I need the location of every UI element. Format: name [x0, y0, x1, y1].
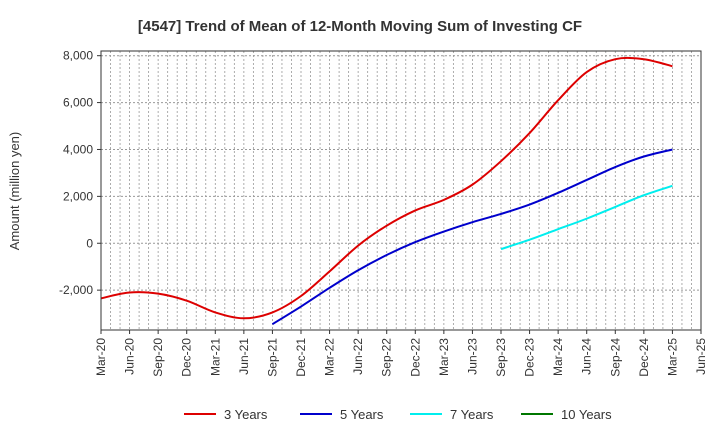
- x-tick-label: Sep-22: [380, 338, 394, 377]
- x-tick-label: Mar-20: [94, 338, 108, 376]
- x-tick-label: Dec-23: [523, 338, 537, 377]
- x-tick-label: Jun-20: [123, 338, 137, 375]
- x-tick-label: Sep-23: [494, 338, 508, 377]
- x-tick-label: Mar-21: [208, 338, 222, 376]
- x-tick-label: Sep-21: [265, 338, 279, 377]
- legend-label-5-years: 5 Years: [340, 407, 384, 422]
- x-axis-ticks: Mar-20 Jun-20 Sep-20 Dec-20 Mar-21 Jun-21 Sep-…: [94, 330, 708, 377]
- y-tick-label: 8,000: [63, 49, 93, 63]
- x-tick-label: Mar-23: [437, 338, 451, 376]
- legend-label-10-years: 10 Years: [561, 407, 612, 422]
- series-line-5-years: [271, 148, 673, 325]
- x-tick-label: Jun-25: [694, 338, 708, 375]
- y-tick-label: 6,000: [63, 96, 93, 110]
- y-axis-ticks: -2,000 0 2,000 4,000 6,000 8,000: [59, 49, 101, 297]
- x-tick-label: Dec-24: [637, 338, 651, 377]
- y-tick-label: 0: [86, 236, 93, 250]
- x-tick-label: Sep-24: [608, 338, 622, 377]
- series-lines: [100, 56, 673, 325]
- x-tick-label: Jun-24: [580, 338, 594, 375]
- x-tick-label: Mar-22: [323, 338, 337, 376]
- series-line-3-years: [100, 56, 673, 320]
- legend-label-3-years: 3 Years: [224, 407, 268, 422]
- series-line-7-years: [500, 184, 673, 251]
- y-tick-label: 2,000: [63, 189, 93, 203]
- grid: [101, 51, 701, 330]
- y-tick-label: 4,000: [63, 142, 93, 156]
- x-tick-label: Dec-20: [180, 338, 194, 377]
- plot-area: [100, 50, 702, 331]
- x-tick-label: Dec-21: [294, 338, 308, 377]
- x-tick-label: Jun-22: [351, 338, 365, 375]
- y-tick-label: -2,000: [59, 283, 93, 297]
- x-tick-label: Jun-21: [237, 338, 251, 375]
- x-tick-label: Mar-24: [551, 338, 565, 376]
- legend: 3 Years 5 Years 7 Years 10 Years: [184, 407, 612, 422]
- legend-label-7-years: 7 Years: [450, 407, 494, 422]
- y-axis-title: Amount (million yen): [7, 132, 22, 251]
- x-tick-label: Jun-23: [465, 338, 479, 375]
- x-tick-label: Mar-25: [665, 338, 679, 376]
- x-tick-label: Dec-22: [408, 338, 422, 377]
- x-tick-label: Sep-20: [151, 338, 165, 377]
- chart-title: [4547] Trend of Mean of 12-Month Moving …: [138, 18, 582, 35]
